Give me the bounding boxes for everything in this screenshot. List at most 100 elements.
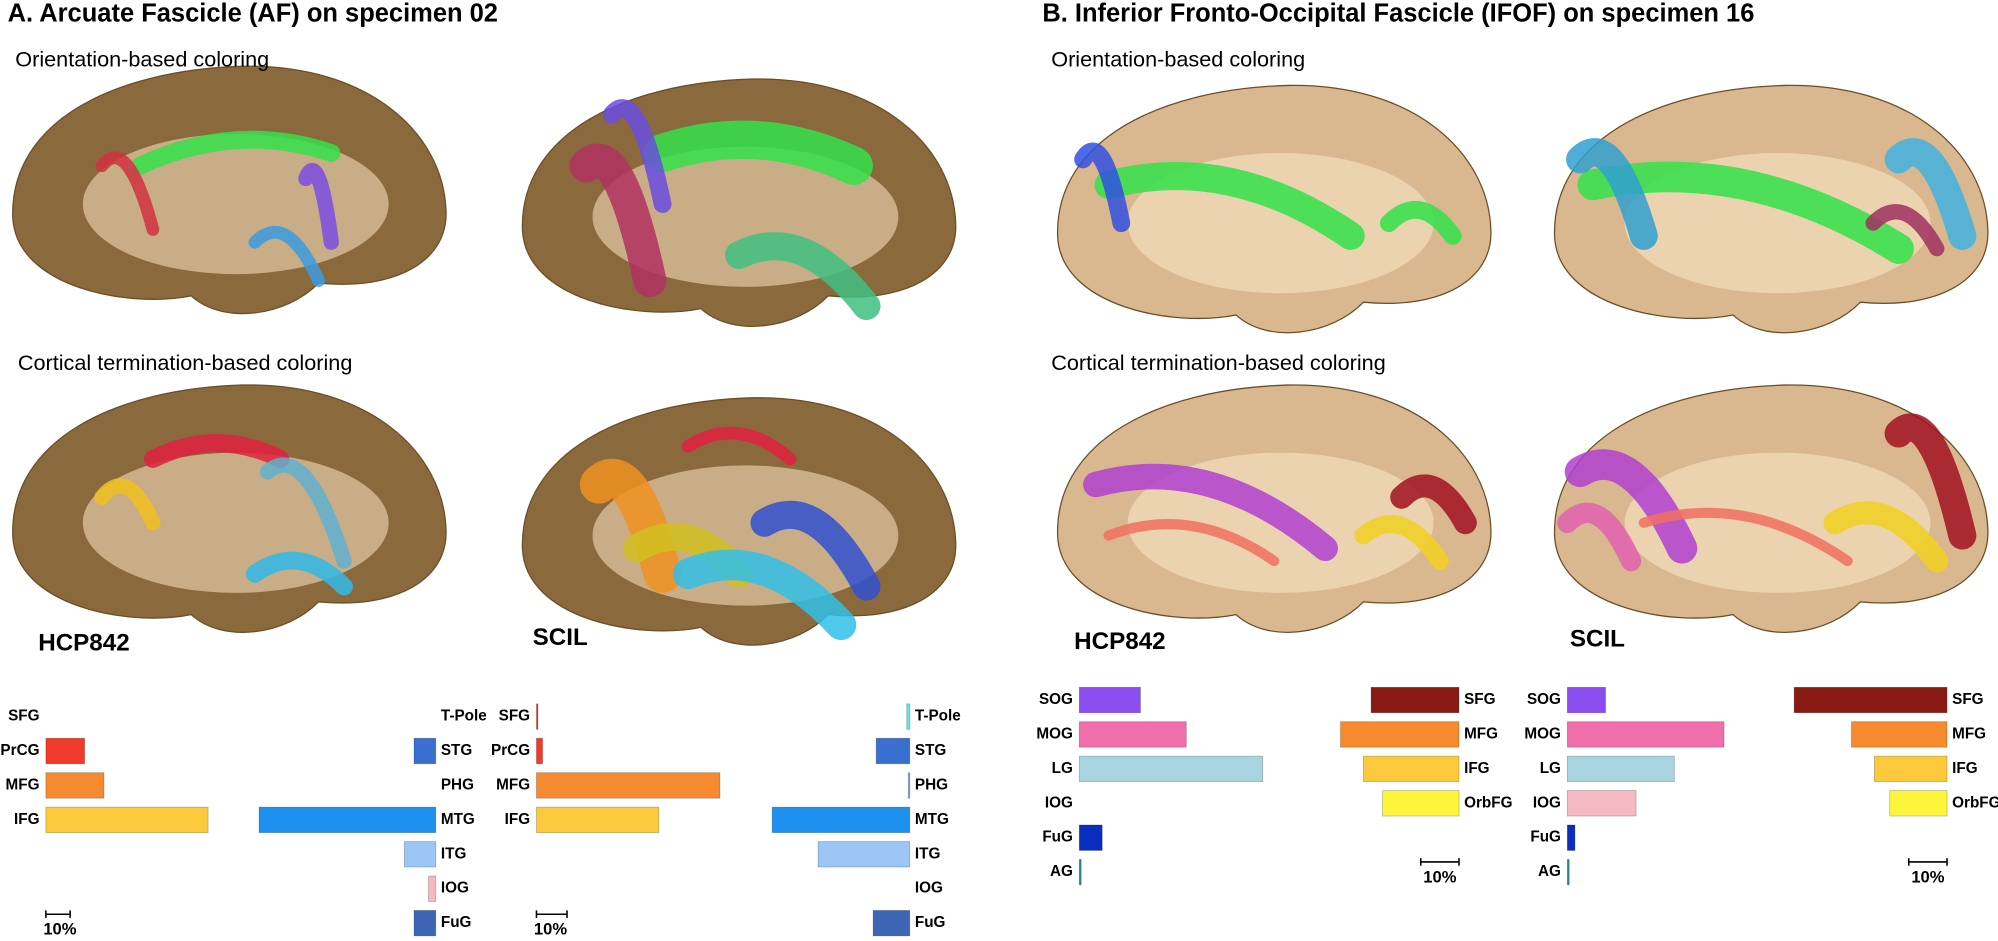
category-label: SFG [499, 708, 530, 725]
fiber-bundle [1379, 200, 1462, 245]
row-label: Cortical termination-based coloring [1051, 350, 1386, 375]
method-label: HCP842 [38, 629, 129, 656]
category-label: ITG [441, 845, 466, 862]
brain-image [1553, 384, 1989, 633]
bar [875, 737, 911, 765]
bar [1340, 721, 1460, 748]
bar [771, 806, 911, 834]
row-label: Orientation-based coloring [1051, 46, 1305, 71]
category-label: SOG [1039, 691, 1073, 708]
fiber-bundle [1354, 515, 1449, 570]
scale-bar-label: 10% [534, 920, 567, 939]
bar [428, 875, 437, 902]
bar [1382, 790, 1460, 817]
brain-image [1056, 84, 1492, 334]
fiber-bundle [1566, 138, 1658, 250]
fiber-bundle [643, 120, 873, 185]
category-label: AG [1538, 863, 1561, 880]
fiber-bundle [248, 226, 325, 287]
fiber-bundle [94, 478, 161, 531]
scale-bar [535, 910, 568, 919]
category-label: LG [1540, 760, 1561, 777]
bar [906, 703, 911, 730]
method-label: SCIL [1570, 625, 1625, 652]
bar [258, 806, 437, 834]
scale-bar [1420, 858, 1460, 866]
category-label: PrCG [491, 742, 530, 759]
bar [872, 910, 911, 937]
row-label: Cortical termination-based coloring [18, 350, 353, 375]
bar-chart: SOG MOG LG IOG FuG AG SFG MFG IFG OrbFG 10% [1524, 686, 1998, 886]
bar [1566, 721, 1725, 748]
bar [1078, 824, 1103, 851]
panel-title: A. Arcuate Fascicle (AF) on specimen 02 [8, 0, 498, 28]
bar [413, 737, 437, 765]
bar [536, 737, 543, 765]
fiber-bundle [259, 457, 352, 569]
bar [1363, 755, 1460, 782]
category-label: IFG [505, 811, 530, 828]
panel-title: B. Inferior Fronto-Occipital Fascicle (I… [1042, 0, 1754, 28]
bar-chart: SFG PrCG MFG IFG T-Pole STG PHG MTG ITG IOG FuG 10% [0, 708, 486, 939]
category-label: PHG [441, 776, 474, 793]
bar [45, 806, 209, 834]
fiber-bundle [1083, 463, 1338, 562]
bar-chart: SFG PrCG MFG IFG T-Pole STG PHG MTG ITG IOG FuG 10% [491, 703, 961, 939]
fiber-bundle [1557, 502, 1642, 572]
brain-image [1056, 384, 1492, 633]
category-label: SOG [1527, 691, 1561, 708]
bar [45, 772, 105, 799]
fiber-bundle [602, 99, 672, 213]
category-label: IOG [1045, 794, 1073, 811]
row-label: Orientation-based coloring [15, 46, 269, 71]
fiber-bundle [1865, 204, 1945, 257]
category-label: FuG [1042, 829, 1073, 846]
fiber-bundle [725, 232, 881, 321]
scale-bar-label: 10% [1911, 867, 1944, 886]
bar [907, 772, 911, 799]
bar [1566, 790, 1637, 817]
fiber-bundle [1103, 519, 1280, 567]
bar [1370, 686, 1460, 714]
category-label: STG [441, 742, 472, 759]
bar [1078, 755, 1264, 782]
method-label: SCIL [533, 624, 588, 651]
fiber-bundle [1638, 507, 1853, 567]
bar [1078, 686, 1141, 714]
bar [536, 806, 660, 834]
category-label: SFG [8, 708, 39, 725]
category-label: STG [915, 742, 946, 759]
category-label: OrbFG [1464, 794, 1512, 811]
category-label: MTG [915, 811, 949, 828]
category-label: IFG [1952, 760, 1977, 777]
bar [1566, 824, 1576, 851]
fiber-bundle [569, 143, 667, 298]
fiber-bundle [672, 549, 857, 641]
fiber-bundle [681, 426, 797, 466]
category-label: MFG [496, 776, 530, 793]
category-label: PrCG [0, 742, 39, 759]
category-label: MFG [6, 776, 40, 793]
category-label: IFG [14, 811, 39, 828]
category-label: IOG [441, 880, 469, 897]
category-label: IOG [915, 880, 943, 897]
fiber-bundle [1884, 138, 1977, 250]
fiber-bundle [245, 551, 353, 596]
brain-image [12, 65, 447, 315]
brain-inner [82, 452, 389, 593]
brain-image [521, 397, 957, 646]
bar [1889, 790, 1948, 817]
fiber-bundle [95, 151, 160, 236]
category-label: AG [1050, 863, 1073, 880]
fiber-bundle [1094, 162, 1365, 250]
fiber-bundle [1564, 449, 1698, 564]
category-label: PHG [915, 776, 948, 793]
bar [45, 737, 85, 765]
bar-chart: SOG MOG LG IOG FuG AG SFG MFG IFG OrbFG 10% [1036, 686, 1512, 886]
bar [817, 841, 911, 868]
bar [536, 703, 539, 730]
bar [1851, 721, 1948, 748]
bar [1874, 755, 1948, 782]
fiber-bundle [298, 162, 339, 250]
